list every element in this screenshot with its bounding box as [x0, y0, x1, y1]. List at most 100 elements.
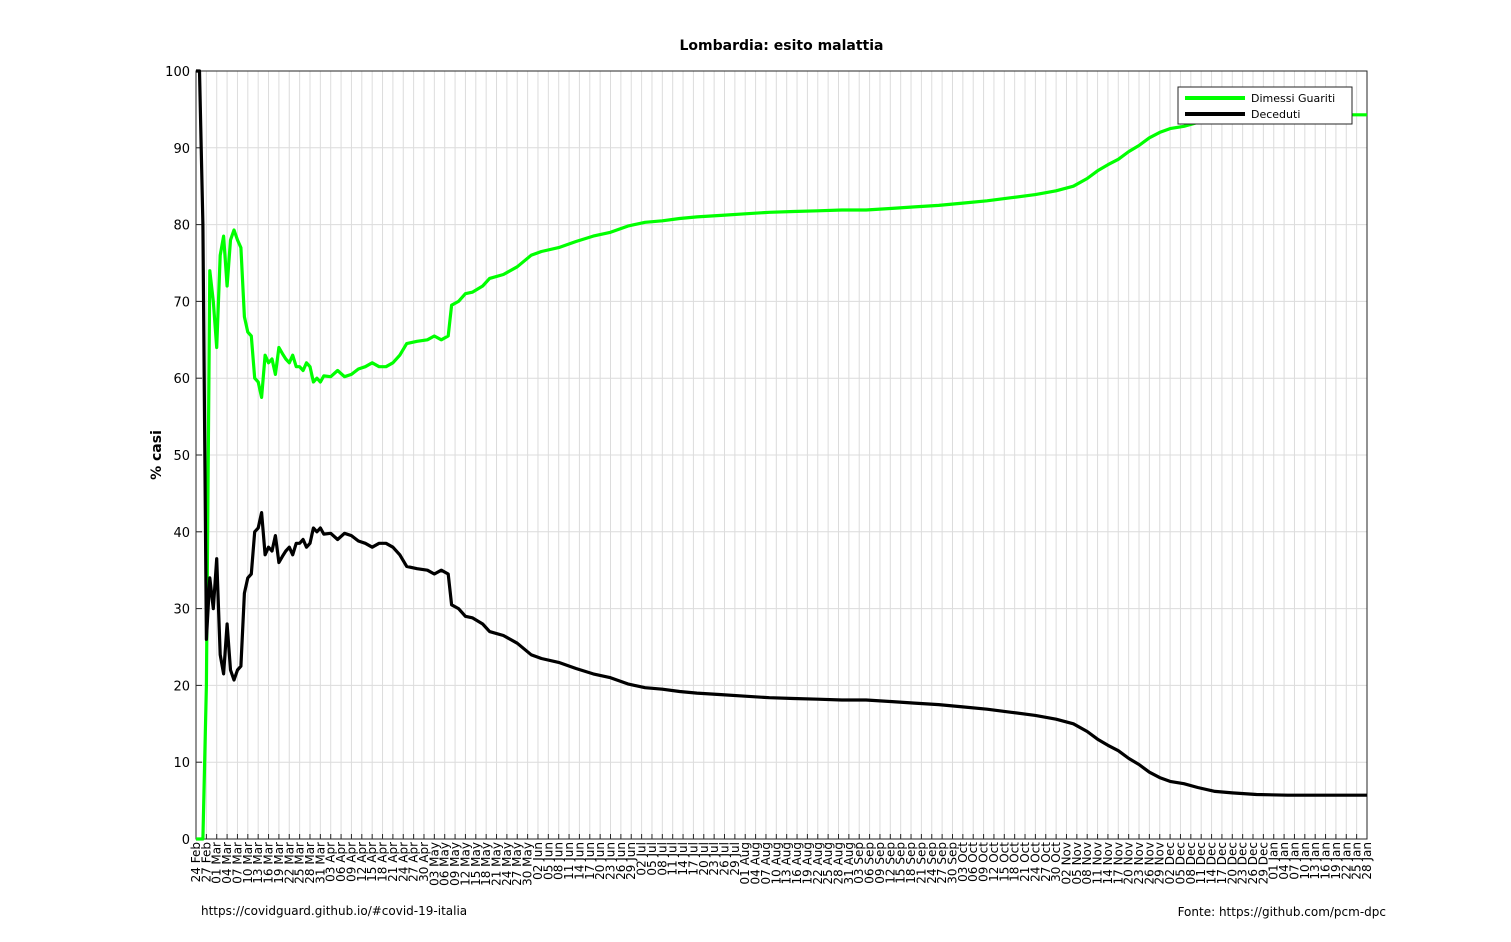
x-tick-label: 21 Apr	[386, 842, 400, 882]
x-tick-label: 23 Jul	[707, 842, 721, 876]
x-tick-label: 27 Feb	[199, 842, 213, 882]
x-tick-label: 14 Jul	[676, 842, 690, 876]
x-tick-label: 25 Aug	[821, 842, 835, 885]
x-tick-label: 04 Aug	[749, 842, 763, 885]
x-tick-label: 09 Oct	[977, 842, 991, 882]
y-tick-label: 10	[173, 756, 190, 771]
x-tick-label: 24 Feb	[189, 842, 203, 882]
x-tick-label: 03 Apr	[324, 842, 338, 882]
x-tick-label: 12 Oct	[987, 842, 1001, 882]
x-tick-label: 24 Sep	[925, 842, 939, 884]
y-tick-label: 70	[173, 295, 190, 310]
x-tick-label: 30 May	[521, 842, 535, 886]
legend-box	[1177, 86, 1353, 125]
x-tick-label: 12 May	[458, 842, 472, 886]
x-tick-label: 20 Jun	[593, 842, 607, 880]
x-tick-label: 26 Jun	[614, 842, 628, 880]
x-tick-label: 02 Dec	[1163, 842, 1177, 884]
x-tick-label: 25 Mar	[293, 842, 307, 884]
x-tick-label: 27 May	[510, 842, 524, 886]
x-tick-label: 17 Jun	[583, 842, 597, 880]
y-tick-label: 30	[173, 603, 190, 618]
x-tick-label: 17 Dec	[1215, 842, 1229, 884]
x-tick-label: 01 Aug	[738, 842, 752, 885]
x-tick-label: 10 Jan	[1298, 842, 1312, 880]
x-tick-label: 24 Apr	[396, 842, 410, 882]
x-tick-label: 24 Oct	[1028, 842, 1042, 882]
x-tick-label: 05 Dec	[1173, 842, 1187, 884]
x-tick-label: 08 Dec	[1184, 842, 1198, 884]
x-tick-label: 09 Sep	[873, 842, 887, 884]
series-line-deceduti	[196, 69, 1367, 797]
x-tick-label: 02 Jul	[635, 842, 649, 876]
x-tick-label: 21 May	[490, 842, 504, 886]
x-tick-label: 18 Sep	[904, 842, 918, 884]
x-tick-label: 02 Jun	[531, 842, 545, 880]
y-tick-label: 50	[173, 449, 190, 464]
x-tick-label: 17 Nov	[1111, 842, 1125, 885]
x-tick-label: 02 Nov	[1059, 842, 1073, 885]
x-tick-label: 13 Jan	[1308, 842, 1322, 880]
x-tick-label: 01 Mar	[210, 842, 224, 884]
x-tick-label: 26 Jul	[718, 842, 732, 876]
x-tick-label: 09 May	[448, 842, 462, 886]
x-tick-label: 31 Mar	[313, 842, 327, 884]
x-tick-label: 08 Jun	[552, 842, 566, 880]
y-tick-label: 100	[165, 65, 190, 80]
x-tick-label: 06 Sep	[863, 842, 877, 884]
x-tick-label: 01 Jan	[1267, 842, 1281, 880]
x-tick-label: 30 Sep	[945, 842, 959, 884]
x-tick-label: 16 Jan	[1319, 842, 1333, 880]
x-tick-label: 23 Dec	[1236, 842, 1250, 884]
y-tick-label: 40	[173, 526, 190, 541]
x-tick-label: 29 Dec	[1256, 842, 1270, 884]
x-tick-label: 23 Jun	[604, 842, 618, 880]
x-tick-label: 07 Aug	[759, 842, 773, 885]
y-tick-label: 90	[173, 142, 190, 157]
x-tick-label: 19 Aug	[800, 842, 814, 885]
x-tick-label: 17 Jul	[686, 842, 700, 876]
x-tick-label: 30 Oct	[1049, 842, 1063, 882]
x-tick-label: 19 Jan	[1329, 842, 1343, 880]
x-tick-label: 24 May	[500, 842, 514, 886]
y-axis-ticks: 0 10 20 30 40 50 60 70 80 90 100	[165, 65, 202, 848]
series-line-dimessi-guariti	[196, 113, 1367, 841]
x-tick-label: 16 Aug	[790, 842, 804, 885]
y-tick-label: 20	[173, 679, 190, 694]
legend-label: Deceduti	[1251, 108, 1300, 121]
x-tick-label: 23 Nov	[1132, 842, 1146, 885]
x-tick-label: 10 Aug	[769, 842, 783, 885]
x-tick-label: 22 Jan	[1339, 842, 1353, 880]
x-tick-label: 11 Dec	[1194, 842, 1208, 884]
x-tick-label: 15 Oct	[997, 842, 1011, 882]
x-tick-label: 05 Jun	[541, 842, 555, 880]
x-tick-label: 18 May	[479, 842, 493, 886]
x-tick-label: 03 Oct	[956, 842, 970, 882]
x-tick-label: 15 Apr	[365, 842, 379, 882]
x-tick-label: 27 Apr	[407, 842, 421, 882]
x-tick-label: 08 Nov	[1080, 842, 1094, 885]
x-tick-label: 26 Dec	[1246, 842, 1260, 884]
x-tick-label: 22 Mar	[282, 842, 296, 884]
x-tick-label: 10 Mar	[241, 842, 255, 884]
x-tick-label: 27 Sep	[935, 842, 949, 884]
x-tick-label: 29 Jul	[728, 842, 742, 876]
footer-source-right: Fonte: https://github.com/pcm-dpc	[1177, 905, 1386, 919]
legend: Dimessi Guariti Deceduti	[1177, 86, 1353, 125]
x-tick-label: 20 Jul	[697, 842, 711, 876]
x-tick-label: 09 Apr	[344, 842, 358, 882]
x-tick-label: 28 Aug	[831, 842, 845, 885]
x-tick-label: 11 Nov	[1091, 842, 1105, 885]
x-tick-label: 05 Jul	[645, 842, 659, 876]
x-tick-label: 18 Apr	[376, 842, 390, 882]
x-tick-label: 12 Sep	[883, 842, 897, 884]
grid	[195, 70, 1368, 840]
x-tick-label: 04 Jan	[1277, 842, 1291, 880]
x-tick-label: 06 May	[438, 842, 452, 886]
y-tick-label: 60	[173, 372, 190, 387]
x-tick-label: 20 Dec	[1225, 842, 1239, 884]
x-tick-label: 16 Mar	[262, 842, 276, 884]
x-tick-label: 26 Nov	[1142, 842, 1156, 885]
